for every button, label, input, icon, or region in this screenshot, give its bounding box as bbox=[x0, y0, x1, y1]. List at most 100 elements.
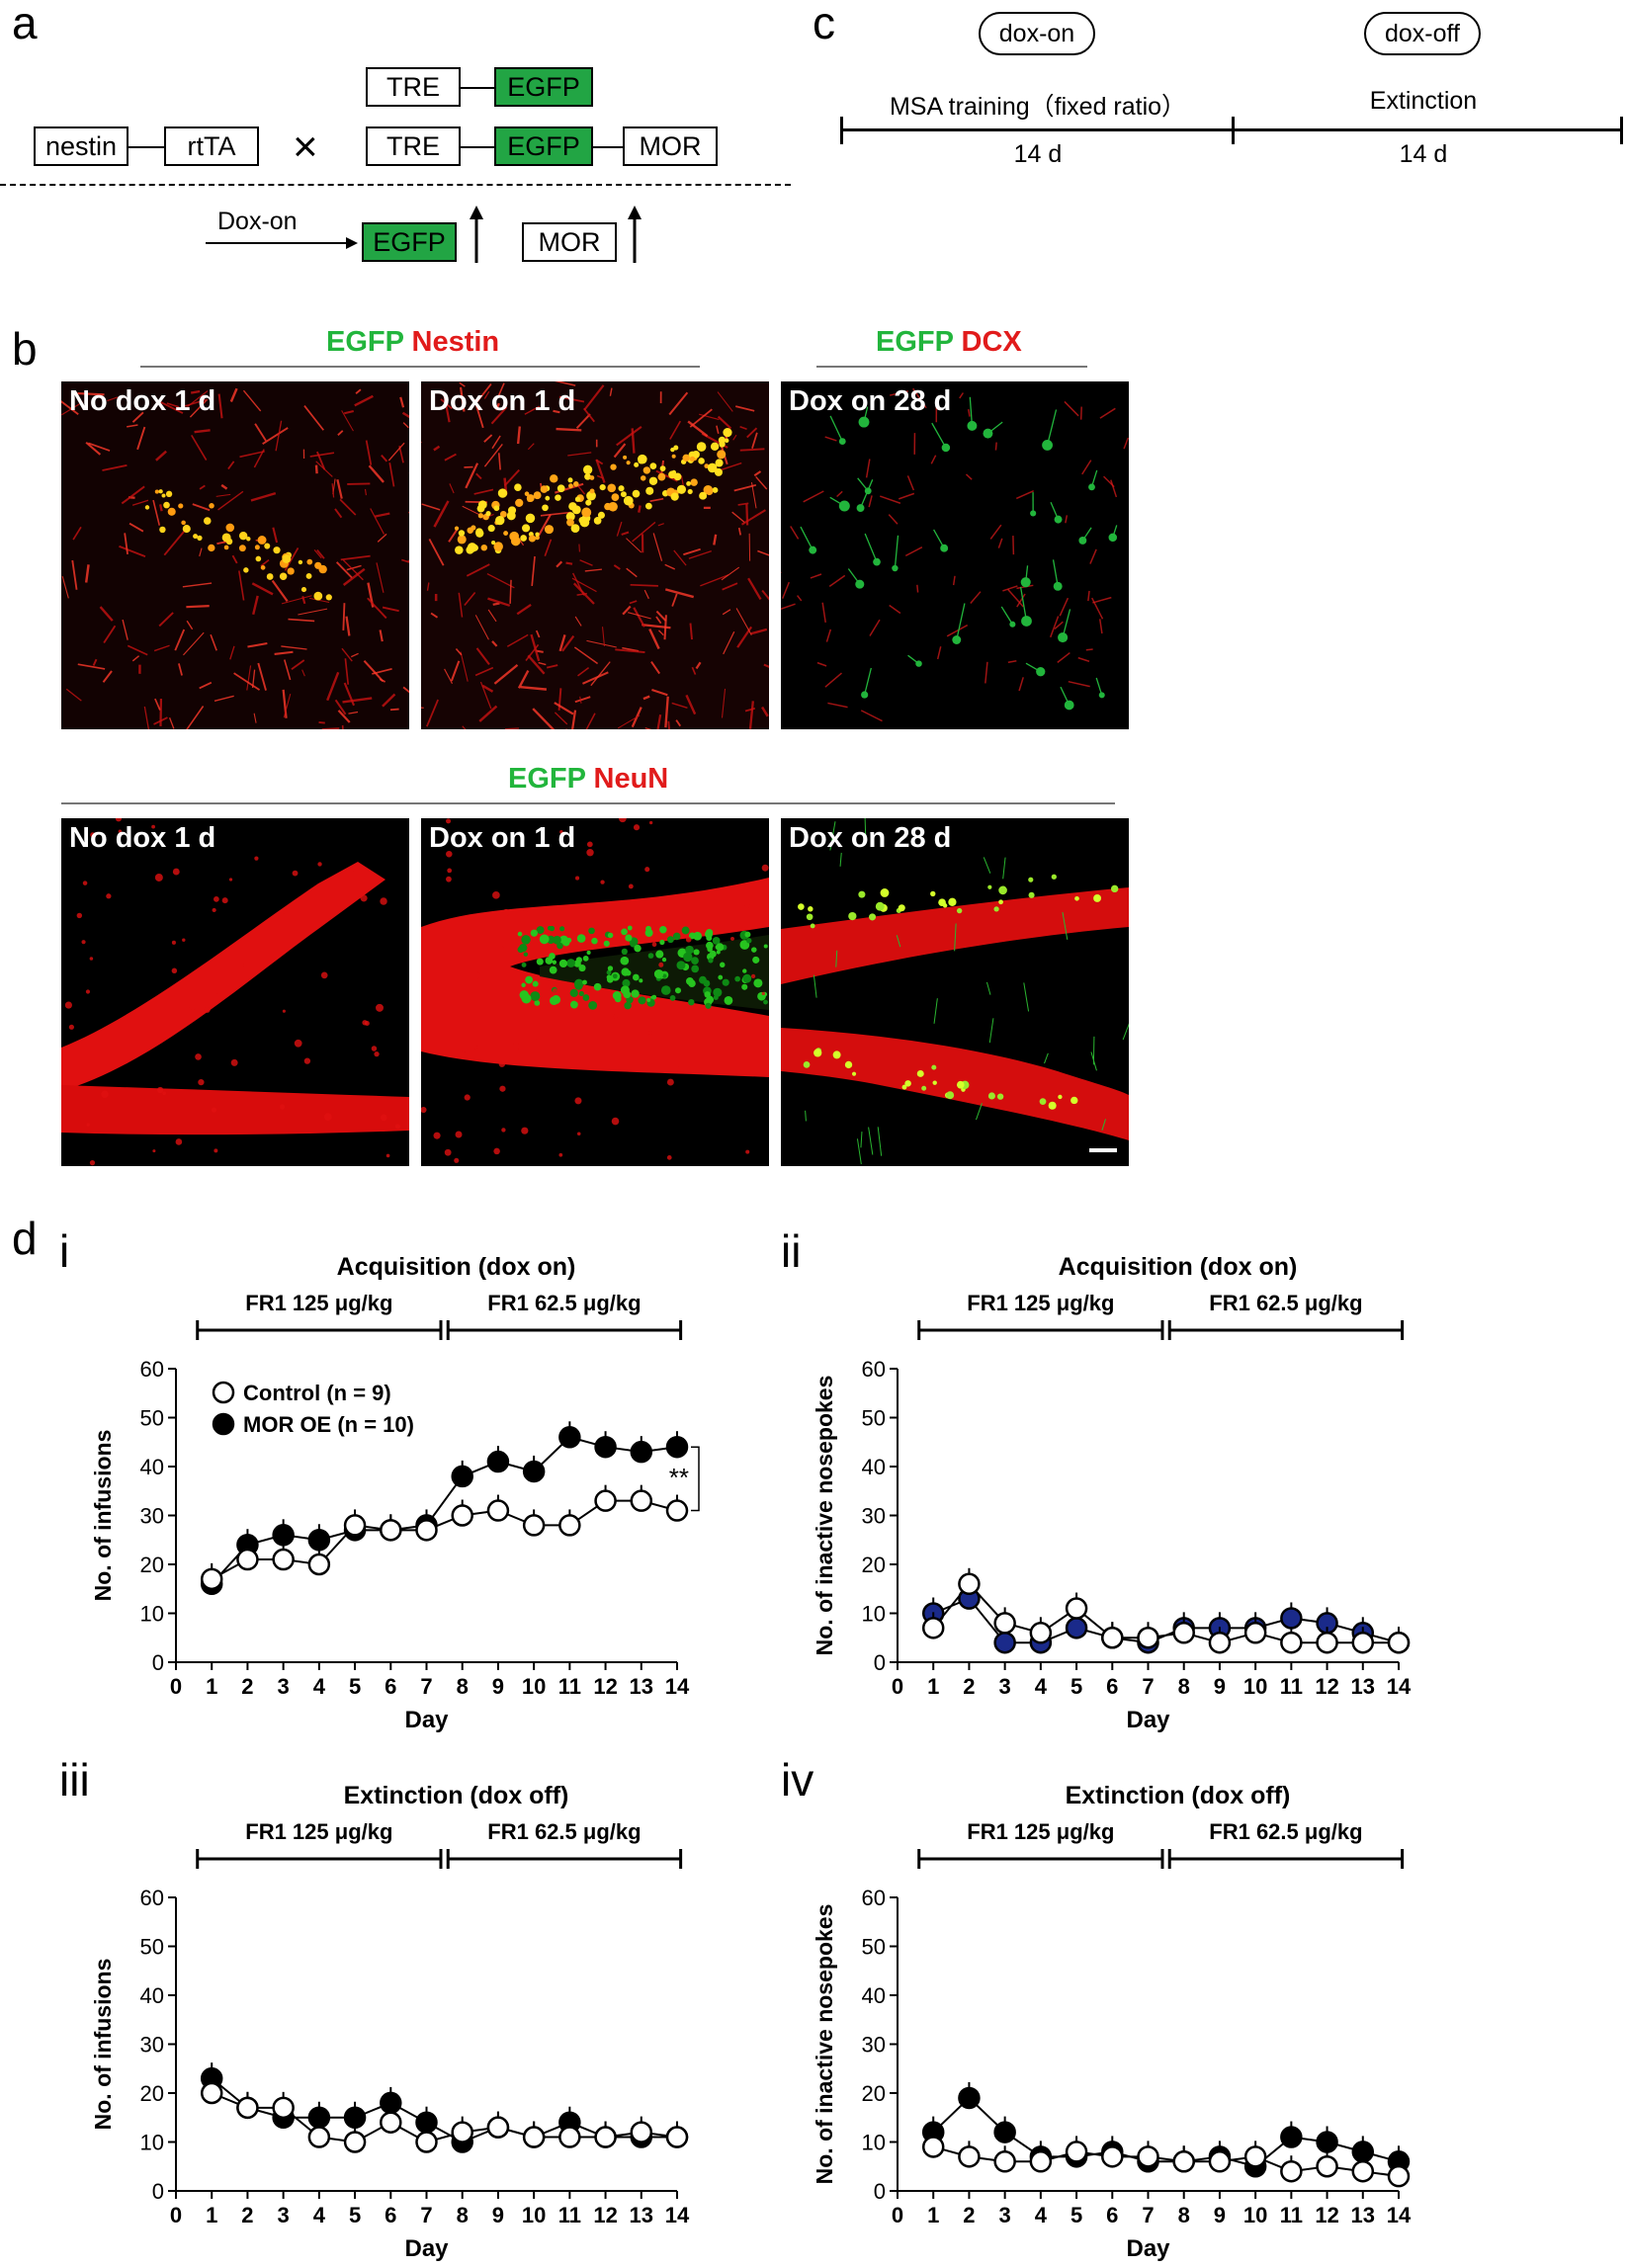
nestin-fiber bbox=[247, 641, 268, 648]
nestin-fiber bbox=[65, 688, 82, 702]
data-point bbox=[200, 1567, 223, 1591]
egfp-cell bbox=[300, 587, 307, 593]
neun-cell bbox=[380, 1114, 387, 1122]
y-tick-label: 40 bbox=[862, 1455, 886, 1479]
neun-cell bbox=[198, 1078, 205, 1086]
phase-label: FR1 62.5 μg/kg bbox=[1209, 1291, 1362, 1315]
neun-cell bbox=[85, 989, 91, 994]
egfp-cell bbox=[318, 564, 327, 574]
nestin-fiber bbox=[626, 538, 642, 553]
egfp-cell bbox=[521, 982, 526, 987]
nestin-fiber bbox=[382, 606, 399, 613]
x-tick-label: 13 bbox=[1351, 1674, 1375, 1699]
egfp-cell bbox=[612, 973, 618, 979]
egfp-fiber bbox=[1122, 1023, 1129, 1041]
neun-cell bbox=[182, 938, 186, 942]
egfp-cell bbox=[510, 536, 521, 546]
neun-cell bbox=[352, 866, 358, 872]
egfp-cell bbox=[814, 1049, 822, 1057]
egfp-cell bbox=[159, 526, 166, 534]
nestin-fiber bbox=[72, 526, 82, 541]
neun-cell bbox=[433, 1132, 441, 1139]
egfp-cell bbox=[634, 462, 640, 467]
egfp-cell bbox=[632, 973, 640, 981]
nestin-fiber bbox=[298, 608, 328, 616]
nestin-fiber bbox=[691, 666, 697, 675]
egfp-cell bbox=[203, 517, 212, 525]
nestin-fiber bbox=[466, 563, 490, 577]
data-point bbox=[993, 1612, 1016, 1635]
egfp-cell bbox=[752, 956, 760, 964]
nestin-fiber bbox=[271, 579, 289, 603]
nestin-fiber bbox=[723, 630, 735, 655]
x-tick-label: 1 bbox=[206, 2203, 217, 2227]
egfp-fiber bbox=[864, 818, 867, 838]
dcx-fiber bbox=[1077, 656, 1090, 662]
egfp-cell bbox=[606, 974, 612, 980]
egfp-cell bbox=[621, 928, 628, 936]
data-point bbox=[1208, 2150, 1232, 2173]
nestin-fiber bbox=[163, 531, 185, 556]
neun-cell bbox=[214, 896, 219, 902]
nestin-fiber bbox=[561, 634, 575, 652]
egfp-dendrite bbox=[1052, 559, 1059, 587]
egfp-cell bbox=[181, 520, 186, 526]
egfp-box-3: EGFP bbox=[362, 222, 457, 262]
x-tick-label: 5 bbox=[1070, 1674, 1082, 1699]
nestin-fiber bbox=[363, 659, 385, 682]
egfp-cell bbox=[238, 531, 248, 541]
nestin-fiber bbox=[626, 567, 638, 578]
egfp-cell bbox=[593, 982, 602, 991]
dcx-fiber bbox=[1087, 590, 1090, 602]
dcx-fiber bbox=[916, 584, 919, 593]
dcx-fiber bbox=[952, 575, 956, 586]
egfp-cell bbox=[606, 969, 612, 975]
egfp-cell bbox=[588, 1000, 598, 1010]
nestin-fiber bbox=[199, 681, 213, 690]
neun-cell bbox=[171, 967, 178, 974]
nestin-fiber bbox=[748, 701, 754, 729]
egfp-cell bbox=[806, 913, 814, 921]
data-point bbox=[486, 1499, 510, 1522]
data-point bbox=[1065, 1597, 1088, 1620]
dcx-fiber bbox=[824, 436, 837, 442]
egfp-cell bbox=[209, 503, 214, 509]
x-tick-label: 0 bbox=[892, 1674, 903, 1699]
egfp-neuron bbox=[1009, 621, 1016, 628]
egfp-cell bbox=[458, 530, 466, 537]
nestin-fiber bbox=[699, 413, 720, 421]
nestin-fiber bbox=[103, 625, 117, 643]
egfp-cell bbox=[670, 447, 675, 453]
dcx-fiber bbox=[889, 604, 901, 615]
egfp-cell bbox=[586, 950, 591, 955]
egfp-cell bbox=[744, 931, 751, 938]
x-tick-label: 10 bbox=[1243, 1674, 1267, 1699]
tre-box-2: TRE bbox=[366, 126, 461, 166]
nestin-fiber bbox=[342, 603, 346, 630]
nestin-fiber bbox=[124, 533, 128, 554]
nestin-fiber bbox=[242, 389, 262, 412]
nestin-fiber bbox=[303, 405, 324, 431]
data-point bbox=[343, 2106, 367, 2129]
x-tick-label: 2 bbox=[241, 2203, 253, 2227]
egfp-fiber bbox=[839, 852, 842, 867]
y-tick-label: 10 bbox=[140, 2131, 164, 2155]
nestin-fiber bbox=[84, 564, 90, 583]
neun-cell bbox=[446, 850, 453, 858]
nestin-fiber bbox=[737, 527, 742, 536]
egfp-cell bbox=[549, 953, 556, 960]
nestin-fiber bbox=[251, 582, 274, 596]
egfp-cell bbox=[585, 499, 592, 506]
nestin-fiber bbox=[590, 661, 611, 687]
micrograph-doxon28-neun: Dox on 28 d bbox=[781, 818, 1129, 1166]
x-tick-label: 4 bbox=[313, 1674, 326, 1699]
egfp-cell bbox=[657, 472, 666, 481]
egfp-cell bbox=[520, 535, 527, 542]
egfp-cell bbox=[610, 463, 617, 470]
y-tick-label: 0 bbox=[874, 2179, 886, 2204]
nestin-fiber bbox=[377, 533, 387, 543]
neun-cell bbox=[376, 1003, 384, 1012]
nestin-fiber bbox=[455, 647, 463, 656]
nestin-fiber bbox=[649, 497, 664, 502]
data-point bbox=[1243, 2145, 1267, 2168]
